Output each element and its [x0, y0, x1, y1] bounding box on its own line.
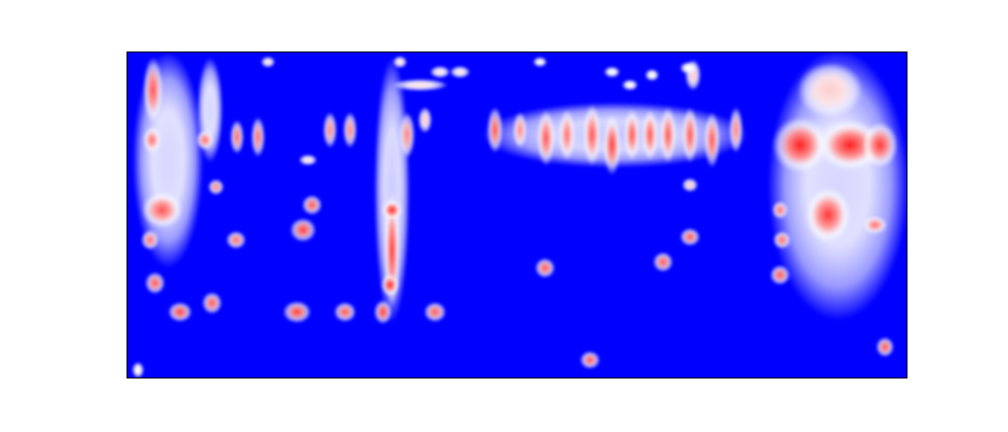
heatmap-cell	[208, 179, 224, 195]
heatmap-cell	[580, 351, 600, 369]
heatmap-cell	[660, 107, 676, 163]
heatmap-cell	[392, 79, 448, 91]
heatmap-cell	[603, 115, 621, 176]
heatmap-cell	[197, 57, 223, 163]
heatmap-cell	[729, 107, 743, 153]
heatmap-cell	[642, 110, 658, 161]
heatmap-cell	[533, 57, 547, 67]
heatmap-cell	[143, 57, 163, 123]
heatmap-cell	[251, 117, 265, 157]
heatmap-cell	[302, 195, 322, 215]
heatmap-cell	[863, 216, 887, 234]
heatmap-cell	[680, 228, 700, 246]
heatmap-cell	[399, 112, 415, 158]
heatmap-cell	[374, 57, 410, 323]
heatmap-cell	[202, 292, 222, 314]
heatmap-cell	[132, 362, 144, 378]
heatmap-cell	[583, 105, 601, 166]
heatmap-cell	[604, 67, 620, 78]
heatmap-cell	[261, 57, 275, 68]
heatmap-cell	[680, 62, 696, 74]
heatmap-cell	[290, 218, 316, 242]
heatmap-cell	[537, 110, 555, 166]
heatmap-cell	[382, 200, 402, 220]
heatmap-cell	[797, 62, 863, 118]
heatmap-cell	[299, 155, 317, 166]
heatmap-cell	[283, 301, 311, 323]
heatmap-cell	[424, 302, 446, 322]
heatmap-cell	[343, 112, 357, 148]
heatmap-cell	[196, 130, 214, 150]
heatmap-cell	[450, 66, 470, 78]
heatmap-cell	[768, 52, 908, 321]
heatmap-cell	[133, 52, 204, 268]
heatmap-cell	[805, 187, 851, 243]
heatmap-cell	[862, 122, 898, 168]
heatmap-cell	[624, 110, 640, 161]
heatmap-cell	[230, 120, 244, 154]
heatmap-cell	[334, 302, 356, 322]
heatmap-cell	[653, 252, 673, 272]
cells	[132, 52, 907, 378]
heatmap-cell	[773, 231, 791, 249]
heatmap-cell	[487, 107, 503, 153]
heatmap-cell	[393, 56, 407, 68]
heatmap-cell	[430, 66, 450, 78]
heatmap-cell	[418, 107, 432, 133]
heatmap-cell	[876, 337, 894, 357]
heatmap-cell	[143, 127, 161, 153]
heatmap-cell	[141, 230, 159, 250]
heatmap-cell	[535, 258, 555, 278]
heatmap-cell	[770, 265, 790, 285]
heatmap-cell	[381, 274, 399, 296]
heatmap-cell	[772, 201, 788, 219]
plot-frame	[127, 52, 907, 378]
heatmap-cell	[323, 112, 337, 148]
heatmap-cell	[168, 302, 192, 322]
heatmap-cell	[142, 192, 183, 228]
heatmap-cell	[226, 231, 246, 249]
heatmap-cell	[704, 112, 720, 168]
heatmap-cell	[682, 178, 698, 192]
heatmap-cell	[622, 80, 638, 91]
heatmap-cell	[645, 69, 659, 81]
chart	[0, 0, 1008, 432]
heatmap-cell	[513, 112, 527, 148]
heatmap-cell	[682, 107, 698, 163]
heatmap-cell	[559, 110, 575, 161]
heatmap-cell	[145, 272, 165, 294]
